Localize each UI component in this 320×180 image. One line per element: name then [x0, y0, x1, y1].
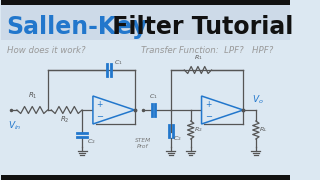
- Text: Sallen-Key: Sallen-Key: [6, 15, 147, 39]
- Text: $R_1$: $R_1$: [28, 91, 37, 101]
- Text: −: −: [205, 112, 212, 122]
- Text: Filter Tutorial: Filter Tutorial: [104, 15, 293, 39]
- Text: $C_1$: $C_1$: [149, 92, 158, 101]
- Text: +: +: [205, 100, 212, 109]
- Text: −: −: [97, 112, 104, 122]
- Text: STEM
Prof: STEM Prof: [135, 138, 151, 149]
- Text: $R_1$: $R_1$: [194, 53, 202, 62]
- Polygon shape: [93, 96, 134, 124]
- Text: $R_2$: $R_2$: [60, 115, 69, 125]
- Text: +: +: [97, 100, 103, 109]
- Text: $V_{in}$: $V_{in}$: [8, 120, 21, 132]
- Text: $R_2$: $R_2$: [194, 126, 203, 134]
- Text: Transfer Function:  LPF?   HPF?: Transfer Function: LPF? HPF?: [141, 46, 273, 55]
- Text: $C_1$: $C_1$: [114, 58, 123, 67]
- Text: $V_o$: $V_o$: [252, 93, 264, 106]
- Text: $R_L$: $R_L$: [260, 126, 268, 134]
- Polygon shape: [202, 96, 243, 124]
- Text: How does it work?: How does it work?: [6, 46, 85, 55]
- Text: $C_2$: $C_2$: [87, 137, 95, 146]
- Text: $C_2$: $C_2$: [173, 134, 182, 143]
